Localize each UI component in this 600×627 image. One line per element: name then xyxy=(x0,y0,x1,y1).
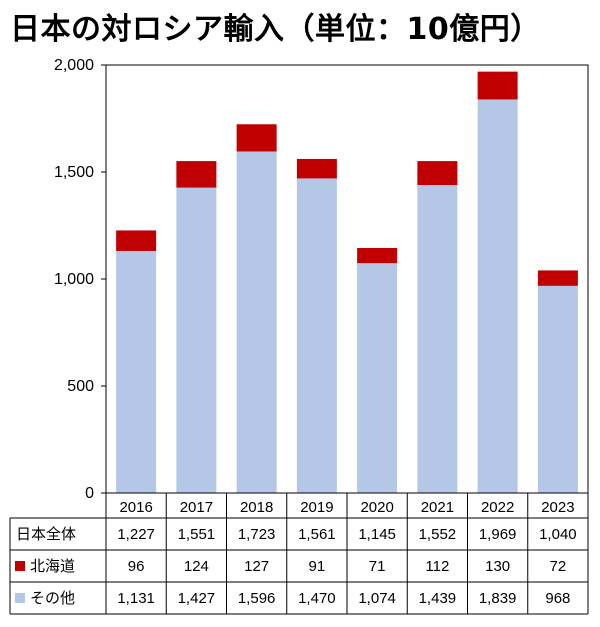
bar-other xyxy=(116,250,157,493)
table-row-label: 北海道 xyxy=(30,557,75,575)
table-cell: 1,040 xyxy=(539,526,577,543)
x-tick-label: 2017 xyxy=(180,499,213,516)
x-tick-label: 2020 xyxy=(360,499,393,516)
table-cell: 127 xyxy=(244,558,269,575)
bar-hokkaido xyxy=(417,161,458,186)
table-cell: 968 xyxy=(545,590,570,607)
table-row-label: 日本全体 xyxy=(16,525,76,543)
table-cell: 130 xyxy=(485,558,510,575)
table-cell: 1,074 xyxy=(358,590,396,607)
chart-title: 日本の対ロシア輸入（単位：10億円） xyxy=(10,12,541,47)
table-row-label: その他 xyxy=(30,589,75,607)
y-tick-label: 500 xyxy=(67,378,94,395)
y-tick-label: 1,500 xyxy=(54,164,94,181)
bar-hokkaido xyxy=(357,247,398,264)
x-tick-label: 2022 xyxy=(481,499,514,516)
bar-hokkaido xyxy=(116,230,157,251)
bar-other xyxy=(296,178,337,494)
x-tick-label: 2018 xyxy=(240,499,273,516)
legend-swatch xyxy=(15,593,25,603)
table-cell: 1,227 xyxy=(117,526,155,543)
table-cell: 71 xyxy=(369,558,386,575)
bar-other xyxy=(357,263,398,493)
table-cell: 1,723 xyxy=(238,526,276,543)
table-cell: 1,596 xyxy=(238,590,276,607)
table-cell: 1,131 xyxy=(117,590,155,607)
y-tick-label: 1,000 xyxy=(54,271,94,288)
table-cell: 1,561 xyxy=(298,526,336,543)
y-tick-label: 0 xyxy=(85,485,94,502)
x-tick-label: 2021 xyxy=(421,499,454,516)
bar-hokkaido xyxy=(477,71,518,100)
bar-hokkaido xyxy=(296,158,337,179)
table-cell: 112 xyxy=(425,558,449,575)
table-cell: 96 xyxy=(128,558,145,575)
table-cell: 1,439 xyxy=(419,590,457,607)
bar-hokkaido xyxy=(236,124,277,152)
bar-hokkaido xyxy=(537,270,578,286)
table-cell: 91 xyxy=(309,558,326,575)
bar-hokkaido xyxy=(176,161,217,188)
table-cell: 1,839 xyxy=(479,590,517,607)
table-cell: 72 xyxy=(550,558,567,575)
table-cell: 124 xyxy=(184,558,209,575)
bar-other xyxy=(477,99,518,493)
bar-other xyxy=(417,185,458,493)
x-tick-label: 2019 xyxy=(300,499,333,516)
table-cell: 1,427 xyxy=(178,590,216,607)
table-cell: 1,969 xyxy=(479,526,517,543)
bar-other xyxy=(176,187,217,493)
table-cell: 1,551 xyxy=(178,526,216,543)
x-tick-label: 2023 xyxy=(541,499,574,516)
bar-other xyxy=(537,285,578,493)
legend-swatch xyxy=(15,561,25,571)
table-cell: 1,470 xyxy=(298,590,336,607)
table-cell: 1,145 xyxy=(358,526,396,543)
y-tick-label: 2,000 xyxy=(54,57,94,74)
bar-other xyxy=(236,151,277,493)
table-cell: 1,552 xyxy=(419,526,457,543)
x-tick-label: 2016 xyxy=(119,499,152,516)
